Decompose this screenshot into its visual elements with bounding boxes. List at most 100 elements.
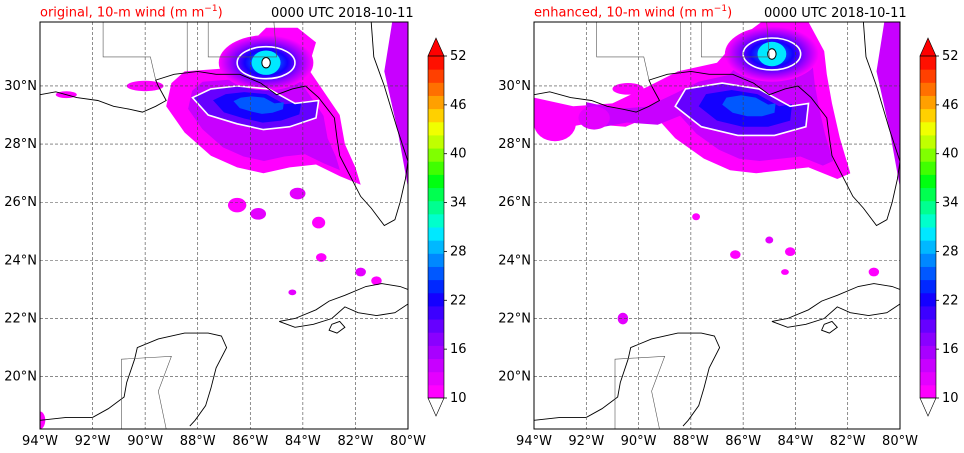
colorbar-segment (428, 371, 444, 386)
title-close: ) (217, 5, 223, 21)
colorbar-segment (920, 371, 936, 386)
colorbar-tick-label: 34 (942, 196, 959, 211)
colorbar-segment (920, 319, 936, 333)
wind-field-inner (722, 95, 776, 117)
colorbar-segment (920, 305, 936, 320)
colorbar-extend-max (427, 37, 445, 57)
colorbar: 10 16 22 28 34 40 46 52 (427, 37, 467, 417)
colorbar-segment (428, 56, 444, 70)
colorbar-segment (428, 82, 444, 96)
colorbar-segment (920, 279, 936, 294)
wind-patch (534, 106, 576, 142)
x-tick-label: 86°W (725, 434, 761, 449)
coastline (40, 70, 408, 227)
x-tick-label: 94°W (22, 434, 58, 449)
colorbar-segment (428, 292, 444, 307)
x-tick-label: 80°W (882, 434, 918, 449)
colorbar-segment (428, 121, 444, 136)
wind-patch (227, 197, 247, 213)
wind-patch (612, 83, 644, 95)
colorbar-segment (428, 95, 444, 110)
colorbar-segment (920, 227, 936, 241)
y-tick-label: 24°N (498, 253, 531, 268)
wind-patch (692, 213, 701, 221)
colorbar-segment (428, 358, 444, 373)
x-tick-label: 90°W (127, 434, 163, 449)
colorbar-tick-label: 40 (942, 147, 959, 162)
title-sup: −1 (204, 4, 218, 14)
map-original: 94°W 92°W 90°W 88°W 86°W 84°W 82°W 80°W 20°N 22°N… (4, 21, 467, 449)
atlantic-wind-strip (876, 22, 900, 188)
y-tick-label: 30°N (498, 79, 531, 94)
coastline (370, 22, 408, 162)
wind-patch (781, 269, 789, 275)
colorbar-segment (920, 332, 936, 346)
wind-patch (868, 267, 880, 277)
colorbar-segment (920, 253, 936, 267)
panel-original: 94°W 92°W 90°W 88°W 86°W 84°W 82°W 80°W 20°N 22°N… (4, 4, 467, 449)
y-tick-label: 22°N (498, 312, 531, 327)
wind-patch (316, 253, 327, 262)
contour-line (674, 82, 810, 137)
colorbar-segment (920, 161, 936, 175)
colorbar-segment (920, 266, 936, 281)
colorbar-tick-label: 40 (450, 147, 467, 162)
border-line (207, 22, 277, 58)
y-tick-label: 26°N (4, 195, 37, 210)
wind-patch (355, 267, 366, 277)
plot-area (534, 22, 900, 429)
storm-eye (767, 48, 777, 60)
panel-title-right: 0000 UTC 2018-10-11 (271, 6, 414, 21)
colorbar-tick-label: 10 (450, 391, 467, 406)
coastline (328, 320, 346, 334)
y-tick-label: 28°N (4, 137, 37, 152)
colorbar-segment (428, 253, 444, 267)
colorbar-extend-min (427, 397, 445, 417)
colorbar-tick-label: 22 (942, 293, 959, 308)
border-line (701, 22, 770, 58)
wind-patch (371, 276, 382, 286)
title-close: ) (727, 5, 733, 21)
map-enhanced: 94°W 92°W 90°W 88°W 86°W 84°W 82°W 80°W 20°N 22°N… (498, 21, 959, 449)
x-tick-label: 82°W (337, 434, 373, 449)
colorbar-tick-label: 16 (450, 342, 467, 357)
colorbar-segment (428, 134, 444, 149)
plot-frame (39, 21, 409, 430)
colorbar-segment (920, 240, 936, 254)
colorbar-extend-max (919, 37, 937, 57)
colorbar-segment (428, 174, 444, 189)
colorbar-segment (920, 121, 936, 136)
x-tick-label: 86°W (232, 434, 268, 449)
x-tick-label: 94°W (516, 434, 552, 449)
coastline (534, 332, 721, 427)
title-text: enhanced, 10-m wind (m m (534, 5, 714, 21)
panel-title-right: 0000 UTC 2018-10-11 (764, 6, 907, 21)
contour-line (236, 45, 296, 80)
colorbar-segment (428, 187, 444, 202)
panel-title-left: original, 10-m wind (m m−1) (40, 4, 223, 20)
colorbar-segment (428, 161, 444, 175)
colorbar: 10 16 22 28 34 40 46 52 (919, 37, 959, 417)
colorbar-segment (920, 134, 936, 149)
coastline (820, 320, 838, 334)
colorbar-tick-label: 46 (450, 98, 467, 113)
colorbar-segment (920, 345, 936, 360)
colorbar-segment (920, 384, 936, 399)
plot-area (40, 22, 408, 429)
colorbar-segment (428, 305, 444, 320)
panel-title-left: enhanced, 10-m wind (m m−1) (534, 4, 732, 20)
colorbar-segment (920, 148, 936, 162)
x-tick-label: 88°W (180, 434, 216, 449)
colorbar-tick-label: 28 (450, 244, 467, 259)
colorbar-extend-min (919, 397, 937, 417)
colorbar-segment (920, 56, 936, 70)
x-tick-label: 92°W (75, 434, 111, 449)
title-text: original, 10-m wind (m m (40, 5, 205, 21)
border-line (596, 22, 650, 81)
wind-patch (312, 216, 326, 229)
colorbar-segment (428, 227, 444, 241)
wind-patch (289, 187, 306, 200)
colorbar-segment (428, 345, 444, 360)
x-tick-label: 80°W (390, 434, 426, 449)
colorbar-segment (920, 187, 936, 202)
